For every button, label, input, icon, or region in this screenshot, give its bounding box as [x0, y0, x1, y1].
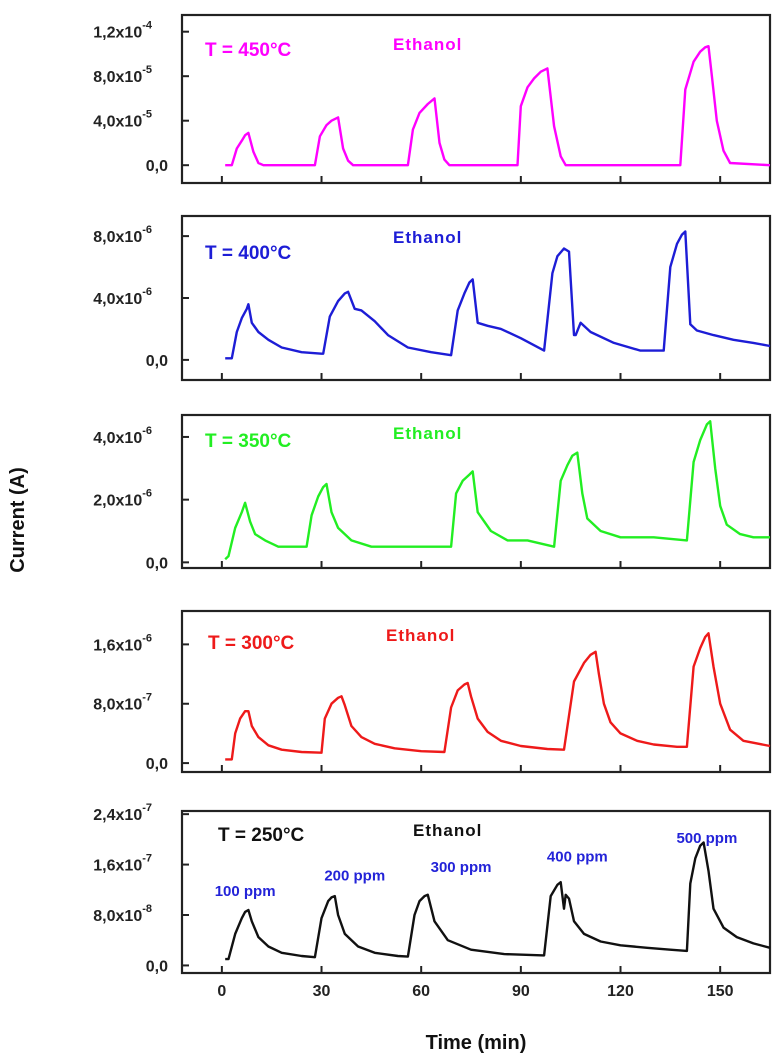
y-tick-exponent: -7: [142, 692, 152, 704]
concentration-label: 200 ppm: [324, 867, 385, 884]
plot-frame: [180, 609, 772, 774]
y-tick-label: 0,0: [146, 555, 168, 572]
panel-5: 0,0 8,0x10-8 1,6x10-7 2,4x10-7 T = 250°C Etha…: [93, 802, 772, 975]
x-axis-title: Time (min): [426, 1032, 527, 1054]
y-tick-label: 0,0: [146, 353, 168, 370]
x-tick-label: 90: [512, 983, 530, 1000]
y-tick-exponent: -6: [142, 488, 152, 500]
y-tick-label: 1,2x10-4: [93, 20, 153, 42]
temperature-label: T = 400°C: [205, 243, 292, 264]
panel-3: 0,0 2,0x10-6 4,0x10-6 T = 350°C Ethanol: [93, 413, 772, 572]
gas-label: Ethanol: [413, 821, 482, 840]
plot-frame: [180, 413, 772, 570]
panel-2: 0,0 4,0x10-6 8,0x10-6 T = 400°C Ethanol: [93, 214, 772, 382]
x-tick-label: 30: [313, 983, 331, 1000]
current-series-line: [224, 420, 770, 561]
y-tick-label: 4,0x10-5: [93, 109, 152, 131]
gas-label: Ethanol: [393, 228, 462, 247]
x-tick-label: 150: [707, 983, 734, 1000]
concentration-label: 400 ppm: [547, 848, 608, 865]
temperature-label: T = 450°C: [205, 40, 292, 61]
y-tick-exponent: -5: [142, 109, 152, 121]
concentration-label: 500 ppm: [676, 830, 737, 847]
y-tick-label: 8,0x10-6: [93, 224, 152, 246]
x-tick-label: 0: [217, 983, 226, 1000]
concentration-label: 300 ppm: [431, 859, 492, 876]
y-axis-title: Current (A): [7, 467, 29, 573]
y-tick-label: 8,0x10-7: [93, 692, 152, 714]
y-tick-exponent: -8: [142, 903, 152, 915]
temperature-label: T = 300°C: [208, 633, 295, 654]
current-series-line: [225, 230, 771, 360]
y-tick-exponent: -7: [142, 853, 152, 865]
y-tick-exponent: -7: [142, 802, 152, 814]
y-tick-exponent: -6: [142, 224, 152, 236]
y-tick-label: 0,0: [146, 158, 168, 175]
plot-frame: [180, 809, 772, 975]
y-tick-exponent: -6: [142, 632, 152, 644]
y-tick-exponent: -4: [142, 20, 153, 32]
y-tick-exponent: -6: [142, 286, 152, 298]
current-series-line: [225, 841, 771, 961]
gas-label: Ethanol: [393, 424, 462, 443]
y-tick-label: 1,6x10-6: [93, 632, 152, 654]
y-tick-label: 1,6x10-7: [93, 853, 152, 875]
panel-1: 0,0 4,0x10-5 8,0x10-5 1,2x10-4 T = 450°C Etha…: [93, 13, 772, 185]
temperature-label: T = 250°C: [218, 825, 305, 846]
y-tick-label: 4,0x10-6: [93, 286, 152, 308]
y-tick-label: 0,0: [146, 756, 168, 773]
y-tick-label: 2,0x10-6: [93, 488, 152, 510]
y-tick-label: 8,0x10-8: [93, 903, 152, 925]
y-tick-label: 4,0x10-6: [93, 425, 152, 447]
panel-4: 0,0 8,0x10-7 1,6x10-6 T = 300°C Ethanol: [93, 609, 772, 774]
temperature-label: T = 350°C: [205, 431, 292, 452]
current-series-line: [225, 632, 771, 761]
y-tick-exponent: -6: [142, 425, 152, 437]
x-tick-label: 60: [412, 983, 430, 1000]
plot-frame: [180, 13, 772, 185]
y-tick-label: 0,0: [146, 958, 168, 975]
y-tick-label: 8,0x10-5: [93, 64, 152, 86]
x-axis: 0 30 60 90 120 150: [217, 983, 733, 1000]
panels-container: 0,0 4,0x10-5 8,0x10-5 1,2x10-4 T = 450°C Etha…: [93, 13, 772, 975]
concentration-label: 100 ppm: [215, 883, 276, 900]
y-tick-exponent: -5: [142, 64, 152, 76]
gas-label: Ethanol: [393, 35, 462, 54]
gas-label: Ethanol: [386, 626, 455, 645]
current-series-line: [225, 45, 771, 167]
y-tick-label: 2,4x10-7: [93, 802, 152, 824]
x-tick-label: 120: [607, 983, 634, 1000]
